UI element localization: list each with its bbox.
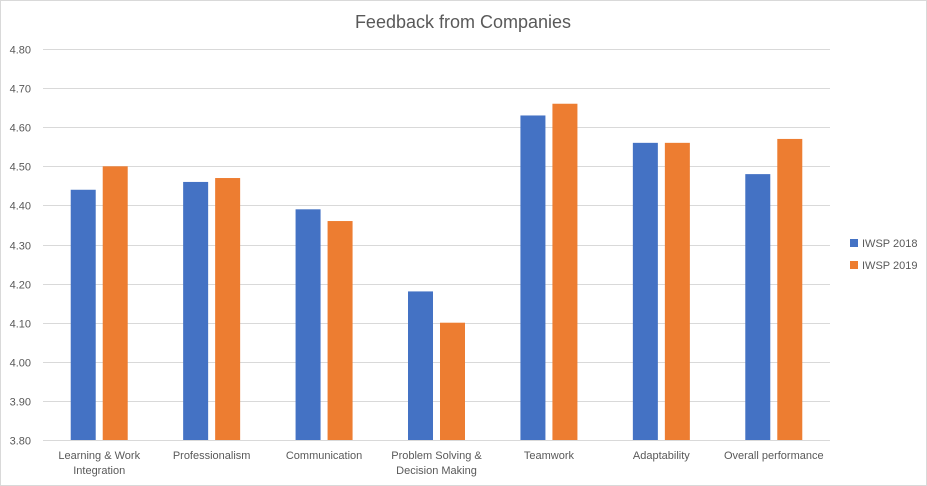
x-tick-label: Communication — [286, 450, 362, 462]
y-tick-label: 4.00 — [10, 358, 31, 370]
y-tick-label: 3.90 — [10, 397, 31, 409]
bar-iwsp-2018 — [408, 291, 433, 440]
y-tick-label: 4.50 — [10, 162, 31, 174]
y-tick-label: 3.80 — [10, 436, 31, 448]
chart-title: Feedback from Companies — [355, 12, 571, 32]
y-tick-label: 4.40 — [10, 201, 31, 213]
bar-iwsp-2019 — [215, 178, 241, 440]
y-axis-ticks: 3.80 3.90 4.00 4.10 4.20 4.30 4.40 4.50 4.60 4.70… — [10, 45, 31, 448]
x-tick-label: Overall performance — [724, 450, 824, 462]
bar-iwsp-2019 — [440, 322, 465, 440]
gridlines — [43, 49, 830, 441]
bar-iwsp-2018 — [183, 181, 209, 440]
y-tick-label: 4.70 — [10, 84, 31, 96]
legend: IWSP 2018 IWSP 2019 — [850, 238, 917, 272]
x-tick-label: Adaptability — [633, 450, 690, 462]
bar-iwsp-2019 — [552, 103, 578, 441]
legend-label: IWSP 2018 — [862, 238, 917, 250]
y-tick-label: 4.80 — [10, 45, 31, 57]
bar-iwsp-2019 — [327, 221, 353, 440]
bar-iwsp-2019 — [777, 138, 803, 440]
y-tick-label: 4.10 — [10, 319, 31, 331]
legend-label: IWSP 2019 — [862, 260, 917, 272]
bars — [70, 103, 803, 441]
x-tick-label: Teamwork — [524, 450, 575, 462]
y-tick-label: 4.30 — [10, 241, 31, 253]
legend-swatch — [850, 239, 858, 247]
bar-iwsp-2018 — [632, 142, 658, 440]
x-tick-label: Learning & Work Integration — [58, 450, 140, 477]
y-tick-label: 4.60 — [10, 123, 31, 135]
x-tick-label: Problem Solving & Decision Making — [391, 450, 482, 477]
x-axis-ticks: Learning & Work Integration Professionalis… — [58, 450, 823, 477]
bar-iwsp-2018 — [745, 174, 771, 440]
x-tick-label: Professionalism — [173, 450, 251, 462]
y-tick-label: 4.20 — [10, 280, 31, 292]
legend-swatch — [850, 261, 858, 269]
bar-iwsp-2018 — [520, 115, 546, 440]
bar-iwsp-2018 — [70, 189, 96, 440]
bar-iwsp-2019 — [664, 142, 690, 440]
bar-iwsp-2018 — [295, 209, 321, 440]
bar-iwsp-2019 — [102, 166, 128, 441]
